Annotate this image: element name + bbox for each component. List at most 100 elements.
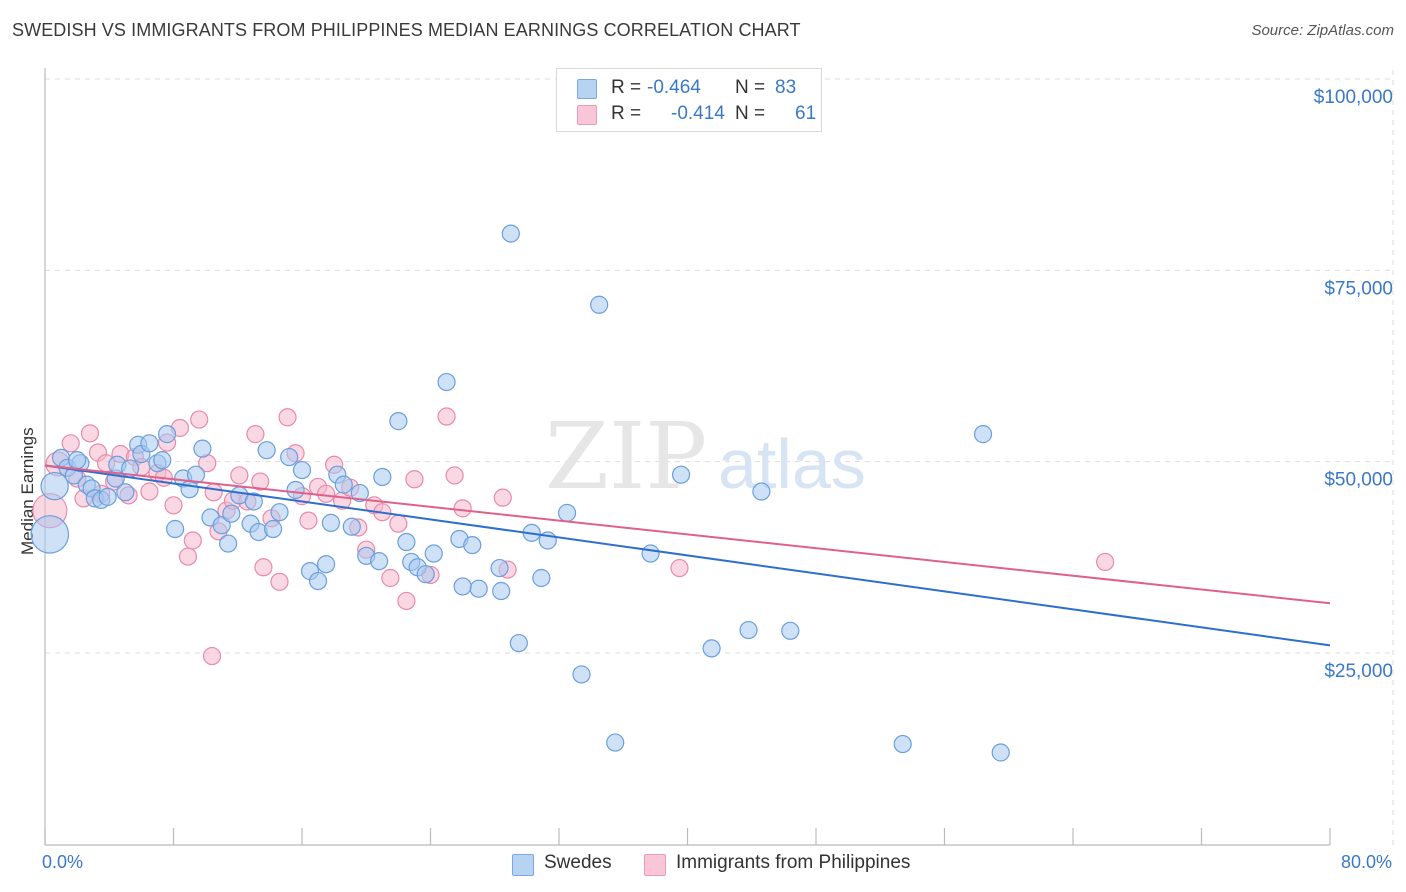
swedes-point <box>416 565 435 584</box>
phil-point <box>270 572 289 591</box>
swedes-point <box>308 571 328 591</box>
swedes-point <box>140 434 159 453</box>
phil-point <box>397 591 416 611</box>
correlation-legend: R = -0.464 N = 83 R = -0.414 N = 61 <box>556 68 822 132</box>
swedes-point <box>68 451 87 470</box>
legend-n-label: N = <box>735 77 766 98</box>
phil-point <box>140 482 159 501</box>
swedes-point <box>153 451 172 470</box>
swedes-point <box>501 224 520 243</box>
swedes-point <box>424 544 443 563</box>
swedes-point <box>98 487 117 506</box>
phil-point <box>445 466 464 485</box>
swedes-point <box>509 633 528 653</box>
swedes-point <box>350 483 369 503</box>
swedes-point <box>186 465 206 484</box>
swedes-point <box>193 439 212 458</box>
swedes-point <box>469 579 488 598</box>
swedes-point <box>30 515 70 554</box>
swedes-point <box>492 581 511 601</box>
source-label: Source: ZipAtlas.com <box>1251 22 1394 39</box>
legend-n-label: N = <box>735 103 766 124</box>
phil-point <box>254 558 273 577</box>
swedes-trend-line <box>44 464 1331 647</box>
phil-trend-line <box>44 464 1331 605</box>
legend-n-value: 83 <box>775 77 797 98</box>
phil-point <box>299 511 318 530</box>
phil-point <box>316 484 336 503</box>
swedes-point <box>397 532 416 552</box>
phil-point <box>381 568 400 588</box>
phil-point <box>246 425 265 444</box>
swedes-point <box>166 519 185 539</box>
y-tick-labels: $25,000 $50,000 $75,000 $100,000 <box>1314 87 1393 682</box>
phil-point <box>389 514 408 533</box>
swedes-point <box>532 568 551 588</box>
swedes-point <box>389 412 408 431</box>
swedes-point <box>157 425 177 444</box>
swedes-point <box>557 503 577 523</box>
swedes-point <box>590 295 609 314</box>
swedes-point <box>257 441 276 460</box>
legend-swatch-swedes <box>577 79 597 99</box>
phil-point <box>1096 552 1115 572</box>
phil-point <box>178 547 198 566</box>
phil-point <box>183 531 202 550</box>
legend-swatch-philippines <box>577 105 597 125</box>
swedes-point <box>973 425 993 444</box>
swedes-point <box>453 577 472 596</box>
swedes-point <box>116 483 135 502</box>
legend-n-value: 61 <box>795 103 817 124</box>
phil-point <box>405 470 424 489</box>
x-tick-min: 0.0% <box>42 852 84 872</box>
swedes-point <box>316 555 336 574</box>
watermark: ZIP atlas <box>545 403 866 510</box>
phil-point <box>670 558 689 578</box>
watermark-zip: ZIP <box>545 403 707 510</box>
swedes-point <box>702 639 721 658</box>
swedes-point <box>606 733 625 752</box>
y-tick-label: $25,000 <box>1324 661 1393 682</box>
phil-point <box>437 407 456 426</box>
swedes-point <box>671 465 691 484</box>
x-tick-max: 80.0% <box>1340 852 1392 872</box>
legend-r-value: -0.414 <box>671 103 725 124</box>
swedes-point <box>270 503 289 522</box>
phil-point <box>251 472 270 491</box>
swedes-point <box>342 517 361 536</box>
legend-r-value: -0.464 <box>647 77 701 98</box>
swedes-point <box>641 544 660 563</box>
trend-lines <box>44 464 1331 647</box>
swedes-point <box>991 743 1010 762</box>
legend-r-label: R = <box>611 103 642 124</box>
swedes-point <box>321 513 341 532</box>
swedes-point <box>292 460 312 480</box>
phil-point <box>230 466 249 485</box>
bottom-legend-swatch-philippines <box>644 854 666 876</box>
phil-point <box>278 408 297 427</box>
y-tick-label: $50,000 <box>1324 470 1393 491</box>
swedes-point <box>781 621 800 640</box>
swedes-point <box>463 535 482 555</box>
swedes-point <box>286 480 305 500</box>
swedes-point <box>752 482 771 501</box>
swedes-point <box>893 734 912 754</box>
axes <box>44 68 1331 846</box>
phil-point <box>202 646 222 666</box>
legend-r-label: R = <box>611 77 642 98</box>
phil-point <box>204 483 223 502</box>
phil-point <box>164 496 183 515</box>
swedes-point <box>334 475 353 494</box>
swedes-point <box>219 534 238 553</box>
watermark-atlas: atlas <box>718 425 866 503</box>
swedes-point <box>490 558 509 578</box>
swedes-point <box>263 519 283 539</box>
swedes-point <box>222 504 241 523</box>
phil-point <box>190 410 209 429</box>
swedes-point <box>373 467 392 487</box>
swedes-point <box>739 620 758 640</box>
swedes-point <box>244 492 263 511</box>
bottom-legend-label-swedes: Swedes <box>544 852 612 873</box>
phil-point <box>453 499 472 518</box>
swedes-point <box>572 665 591 684</box>
